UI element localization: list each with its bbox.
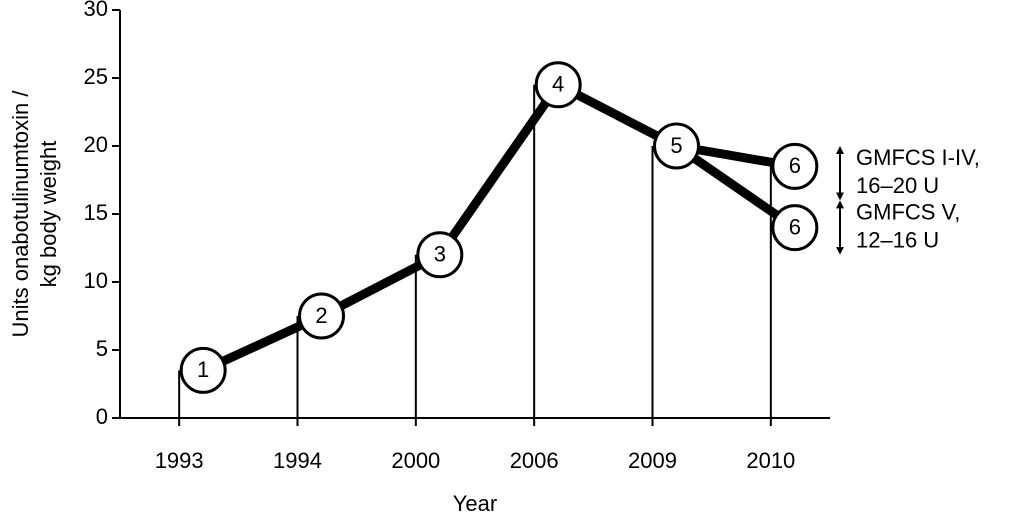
y-tick-label: 10: [84, 268, 108, 293]
annotation-text: GMFCS I-IV,: [856, 145, 980, 170]
point: [298, 292, 345, 340]
point-label: 1: [197, 357, 209, 382]
point-label: 6: [789, 153, 801, 178]
x-axis-label: Year: [453, 491, 497, 516]
y-tick-label: 20: [84, 132, 108, 157]
x-tick-label: 2006: [510, 448, 559, 473]
y-tick-label: 25: [84, 64, 108, 89]
point-label: 2: [315, 303, 327, 328]
x-tick-label: 1993: [155, 448, 204, 473]
x-tick-label: 2000: [391, 448, 440, 473]
point: [653, 122, 700, 170]
x-tick-label: 2010: [746, 448, 795, 473]
point: [771, 142, 819, 190]
annotation-text: 16–20 U: [856, 173, 939, 198]
series-line: [201, 80, 796, 375]
point-label: 4: [552, 72, 564, 97]
y-tick-label: 5: [96, 336, 108, 361]
annotation-text: GMFCS V,: [856, 199, 960, 224]
annotation-text: 12–16 U: [856, 227, 939, 252]
point-label: 3: [434, 242, 446, 267]
point-label: 6: [789, 214, 801, 239]
y-tick-label: 15: [84, 200, 108, 225]
point: [179, 346, 227, 394]
point-label: 5: [670, 133, 682, 158]
point: [534, 61, 582, 109]
y-tick-label: 30: [84, 0, 108, 21]
y-tick-label: 0: [96, 404, 108, 429]
series-line: [673, 142, 798, 232]
x-tick-label: 2009: [628, 448, 677, 473]
point: [416, 231, 464, 279]
y-axis-label: Units onabotulinumtoxin /: [8, 90, 33, 338]
point: [771, 204, 819, 252]
x-tick-label: 1994: [273, 448, 322, 473]
y-axis-label: kg body weight: [36, 141, 61, 288]
